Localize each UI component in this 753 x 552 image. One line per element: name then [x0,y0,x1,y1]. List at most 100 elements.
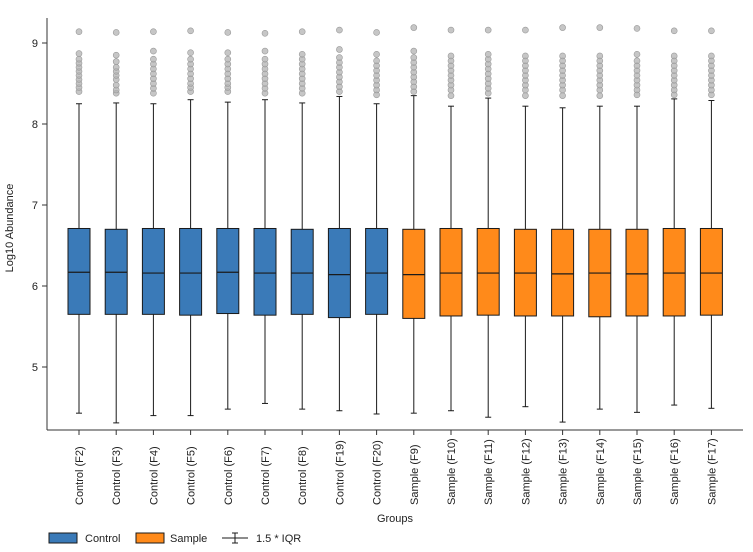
outlier-point [484,26,492,34]
outlier-point [373,57,380,65]
box-group [402,95,426,414]
legend-item-control: Control [48,532,120,545]
outlier-point [447,26,455,34]
box-group [67,103,91,414]
outlier-point [373,29,380,36]
outlier-point [670,27,678,35]
outlier-point [410,47,418,55]
outlier-point [708,52,715,60]
outlier-point [336,46,343,53]
outlier-point [522,92,529,99]
outlier-point [112,29,120,36]
box-iqr [625,228,649,317]
outlier-point [298,28,306,35]
outlier-point [633,25,641,32]
outlier-point [559,24,566,31]
box-iqr [253,227,277,316]
category-label: Sample (F17) [706,438,718,505]
outlier-point [150,55,157,63]
category-label: Control (F8) [297,446,309,505]
category-label: Control (F19) [334,440,346,505]
box-iqr [402,228,426,319]
y-ticks: 5 6 7 8 9 [32,38,47,374]
category-label: Sample (F12) [520,438,532,505]
outlier-point [112,58,120,65]
category-label: Sample (F9) [409,444,421,505]
category-label: Sample (F13) [558,438,570,505]
outlier-point [447,52,455,60]
outlier-point [633,51,641,58]
box-group [216,101,240,410]
box-group [588,105,612,410]
category-label: Sample (F14) [595,438,607,505]
outlier-point [336,54,343,61]
outlier-point [187,27,194,35]
outlier-point [112,64,120,71]
outlier-point [484,51,492,58]
category-label: Control (F4) [148,446,160,505]
legend: Control Sample 1.5 * IQR [48,532,301,545]
legend-swatch-control [48,532,78,544]
category-label: Control (F6) [223,446,235,505]
box-iqr [327,227,351,319]
box-group [439,105,463,412]
box-group [699,100,723,409]
box-group [513,105,537,408]
outlier-point [112,81,120,89]
category-label: Control (F5) [186,446,198,505]
outlier-point [75,50,83,57]
box-group [141,103,165,417]
outlier-point [559,92,566,99]
box-iqr [476,227,500,316]
outlier-point [261,55,269,63]
box-iqr [216,227,240,315]
outlier-point [633,57,641,65]
outlier-point [224,55,232,63]
outlier-point [522,52,529,60]
box-group [476,97,500,418]
y-tick-label: 6 [32,281,38,293]
outlier-point [596,52,604,60]
outlier-point [224,29,232,36]
outlier-point [410,54,418,61]
category-label: Sample (F15) [632,438,644,505]
box-group [290,102,314,410]
category-label: Control (F3) [111,446,123,505]
box-iqr [551,228,575,317]
outliers-layer [75,24,715,99]
category-label: Control (F20) [372,440,384,505]
outlier-point [150,47,157,55]
category-label: Sample (F11) [483,439,495,505]
outlier-point [596,92,604,99]
box-iqr [439,227,463,317]
box-group [179,99,203,417]
box-group [551,107,575,423]
outlier-point [410,24,418,31]
outlier-point [298,51,306,58]
outlier-point [224,49,232,57]
outlier-point [596,24,604,31]
y-tick-label: 8 [32,119,38,131]
outlier-point [373,51,380,58]
category-label: Control (F2) [74,446,86,505]
y-tick-label: 5 [32,362,38,374]
box-iqr [67,227,91,315]
y-axis-title: Log10 Abundance [4,184,16,273]
outlier-point [187,55,194,63]
outlier-point [150,28,157,35]
plot-area [67,95,723,424]
legend-item-sample: Sample [135,532,207,545]
box-group [662,98,686,406]
box-iqr [179,227,203,316]
box-group [104,102,128,424]
box-iqr [365,227,389,315]
y-tick-label: 7 [32,200,38,212]
outlier-point [261,47,269,55]
box-iqr [141,227,165,315]
category-label: Sample (F16) [669,438,681,505]
box-group [327,95,351,412]
category-label: Sample (F10) [446,438,458,505]
legend-label-sample: Sample [170,533,207,545]
outlier-point [261,29,269,37]
box-iqr [662,227,686,317]
